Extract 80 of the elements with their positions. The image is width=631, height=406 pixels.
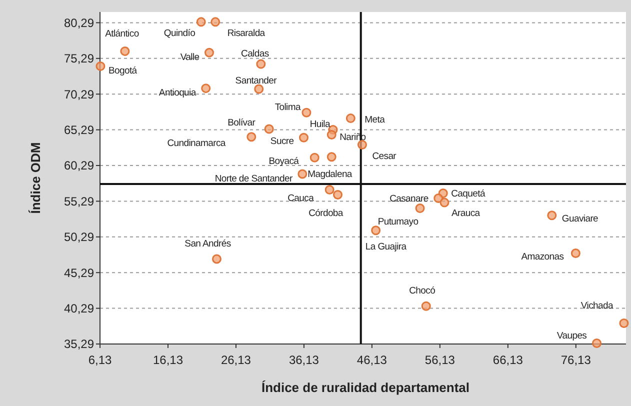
- annotation: Sucre: [270, 136, 294, 147]
- x-tick-label: 76,13: [560, 353, 592, 367]
- x-tick-label: 6,13: [88, 353, 112, 367]
- y-tick-label: 65,29: [64, 123, 94, 138]
- annotation: Meta: [364, 114, 386, 126]
- annotation: Risaralda: [227, 28, 266, 40]
- point: [324, 184, 334, 194]
- annotation: La Guajira: [365, 242, 408, 253]
- point: [421, 301, 431, 311]
- annotation: Bogotá: [108, 66, 138, 77]
- annotation: Córdoba: [308, 208, 344, 220]
- annotation: Atlántico: [105, 28, 139, 40]
- point: [201, 84, 211, 94]
- point: [440, 198, 450, 208]
- point: [547, 210, 557, 220]
- x-tick-label: 36,13: [288, 353, 320, 367]
- y-tick-label: 50,29: [64, 230, 94, 244]
- annotation: Amazonas: [521, 252, 564, 263]
- x-tick-label: 46,13: [356, 353, 388, 367]
- point: [298, 169, 308, 179]
- annotation: Cundinamarca: [167, 138, 226, 150]
- x-tick-label: 26,13: [220, 353, 252, 367]
- point: [204, 48, 214, 58]
- point: [96, 61, 106, 71]
- point: [332, 190, 342, 200]
- x-axis-title: Índice de ruralidad departamental: [261, 380, 470, 395]
- point: [264, 124, 274, 134]
- point: [210, 17, 220, 27]
- y-tick-label: 80,29: [64, 16, 94, 30]
- annotation: Norte de Santander: [214, 173, 293, 184]
- annotation: Valle: [180, 52, 200, 63]
- point: [326, 152, 336, 162]
- point: [310, 152, 320, 162]
- point: [246, 132, 256, 142]
- annotation: Quindío: [164, 28, 196, 40]
- y-tick-label: 35,29: [64, 337, 94, 352]
- annotation: Vichada: [580, 300, 614, 312]
- annotation: Santander: [235, 75, 277, 86]
- y-tick-label: 55,29: [64, 194, 94, 208]
- y-tick-label: 70,29: [64, 87, 94, 102]
- point: [434, 194, 444, 204]
- annotation: Vaupes: [556, 330, 588, 342]
- point: [299, 132, 308, 142]
- y-tick-label: 60,29: [64, 158, 94, 173]
- point: [415, 204, 425, 214]
- y-tick-label: 45,29: [64, 266, 94, 280]
- annotation: Putumayo: [378, 216, 418, 228]
- point: [592, 338, 602, 348]
- x-tick-label: 66,13: [492, 353, 524, 367]
- annotation: Bolívar: [228, 117, 256, 128]
- x-tick-label: 56,13: [424, 353, 456, 367]
- point: [570, 248, 580, 258]
- y-axis-title: Índice ODM: [28, 142, 43, 214]
- point: [212, 254, 222, 264]
- y-tick-label: 40,29: [64, 302, 94, 316]
- annotation: Boyacá: [268, 156, 300, 167]
- annotation: Tolima: [274, 102, 302, 113]
- point: [302, 108, 312, 118]
- annotation: Huila: [310, 119, 331, 130]
- annotation: Casanare: [390, 194, 428, 205]
- point: [196, 17, 206, 27]
- point: [326, 130, 336, 140]
- point: [619, 318, 629, 328]
- point: [254, 84, 264, 94]
- x-tick-label: 16,13: [152, 353, 184, 367]
- annotation: Arauca: [451, 208, 481, 219]
- annotation: Cauca: [288, 193, 315, 204]
- annotation: Caquetá: [451, 188, 486, 200]
- annotation: Cesar: [372, 151, 396, 162]
- annotation: Guaviare: [562, 214, 598, 225]
- y-tick-label: 75,29: [64, 52, 94, 66]
- point: [346, 114, 356, 124]
- point: [371, 226, 381, 236]
- annotation: Caldas: [241, 48, 270, 60]
- annotation: Antioquia: [158, 88, 197, 99]
- annotation: Chocó: [409, 285, 436, 296]
- point: [256, 59, 266, 69]
- point: [120, 46, 130, 56]
- annotation: San Andrés: [184, 238, 232, 250]
- annotation: Magdalena: [308, 169, 353, 180]
